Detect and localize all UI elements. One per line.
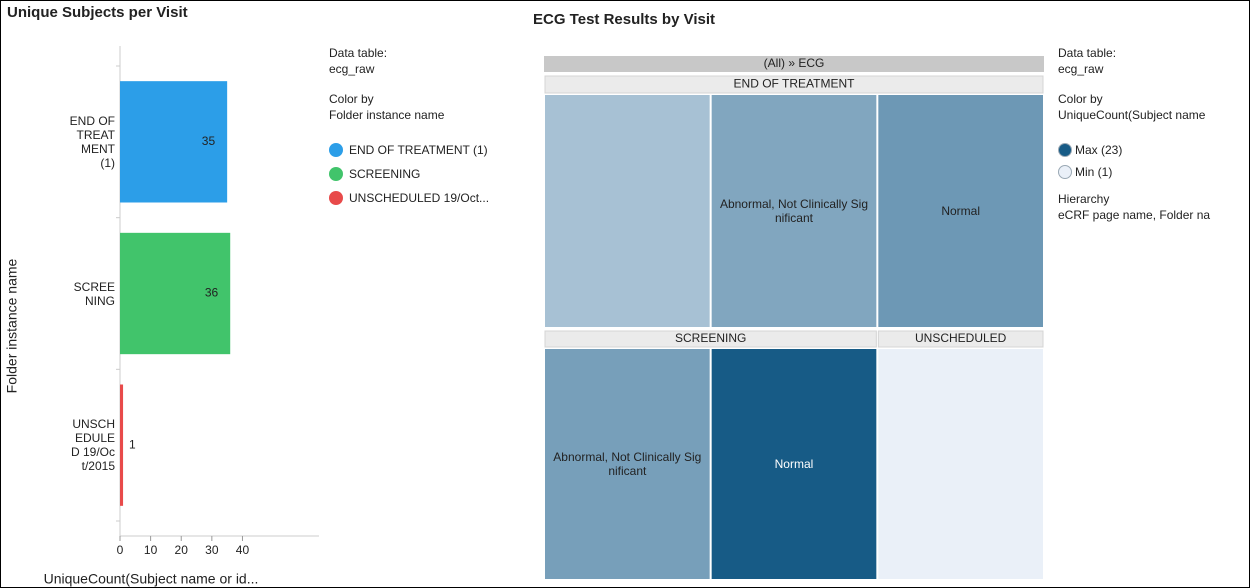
legend-item: END OF TREATMENT (1) [349,143,488,157]
value-label: 36 [205,286,219,300]
x-tick-label: 20 [175,543,189,557]
legend-swatch [329,191,343,205]
group-label: UNSCHEDULED [915,331,1007,345]
legend-swatch [1058,143,1072,157]
treemap-cell [711,349,877,579]
legend-item: Max (23) [1075,143,1123,157]
legend-item: Min (1) [1075,165,1113,179]
group-header [544,75,1044,94]
x-tick-label: 0 [117,543,124,557]
treemap-cell [545,95,710,327]
category-label: END OF TREATMENT (1) [69,113,115,170]
legend-swatch [329,167,343,181]
legend-text: ecg_raw [1058,62,1104,76]
group-label: END OF TREATMENT [734,77,856,91]
treemap-cell [711,95,877,327]
category-label: SCREENING [73,279,115,308]
y-axis-label: Folder instance name [4,258,20,393]
legend-text: UniqueCount(Subject name [1058,108,1206,122]
x-axis-label: UniqueCount(Subject name or id... [44,571,259,587]
legend-text: Data table: [329,46,388,60]
cell-label: Abnormal, Not Clinically Significant [553,450,702,478]
treemap-cell [878,349,1043,579]
legend-item: UNSCHEDULED 19/Oct... [349,191,490,205]
legend-swatch [1058,165,1072,179]
group-header [877,330,1044,348]
x-tick-label: 10 [144,543,158,557]
group-header [544,330,877,348]
value-label: 35 [202,134,216,148]
cell-label: Normal [774,457,814,471]
cell-label: Abnormal, Not Clinically Significant [719,197,869,225]
breadcrumb-bar [544,56,1044,72]
legend-text: ecg_raw [329,62,375,76]
chart-title: Unique Subjects per Visit [7,4,188,21]
x-tick-label: 40 [236,543,250,557]
x-tick-label: 30 [205,543,219,557]
value-label: 1 [129,437,136,451]
legend-text: Hierarchy [1058,192,1110,206]
legend-text: Folder instance name [329,108,445,122]
treemap-cell [545,349,710,579]
bar [120,81,228,203]
bar [120,232,231,355]
category-label: UNSCHEDULED 19/Oct/2015 [70,417,115,474]
group-label: SCREENING [675,331,746,345]
legend-text: Data table: [1058,46,1117,60]
treemap-cell [878,95,1043,327]
legend-text: Color by [329,92,374,106]
breadcrumb: (All) » ECG [764,56,825,70]
legend-swatch [329,143,343,157]
legend-item: SCREENING [349,167,421,181]
legend-text: eCRF page name, Folder na [1058,208,1211,222]
bar [120,384,124,506]
chart-title: ECG Test Results by Visit [533,11,715,28]
cell-label: Normal [941,204,980,218]
legend-text: Color by [1058,92,1103,106]
